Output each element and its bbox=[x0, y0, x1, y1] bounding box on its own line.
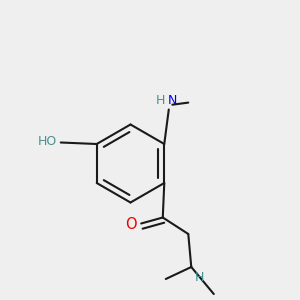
Text: HO: HO bbox=[38, 135, 57, 148]
Text: N: N bbox=[168, 94, 177, 107]
Text: H: H bbox=[156, 94, 165, 107]
Text: H: H bbox=[195, 271, 204, 284]
Text: O: O bbox=[125, 217, 136, 232]
